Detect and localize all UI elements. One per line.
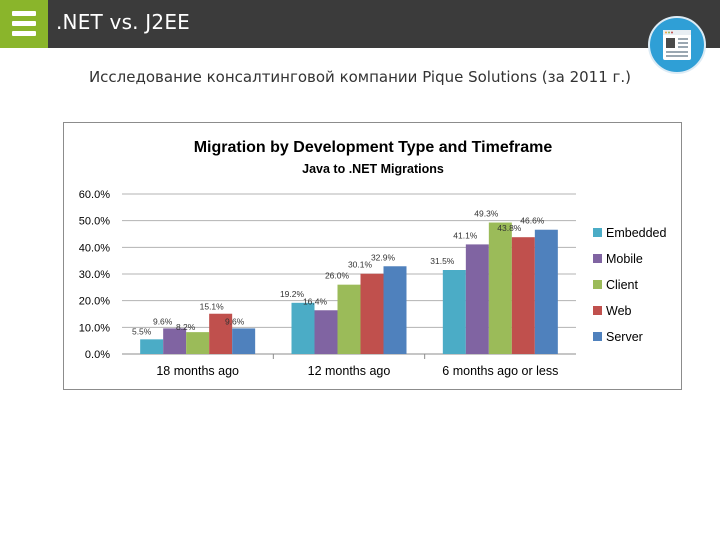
data-label: 32.9% (371, 252, 396, 262)
y-tick-label: 10.0% (79, 322, 110, 334)
chart-subtitle: Java to .NET Migrations (302, 162, 444, 176)
hamburger-menu-icon (12, 11, 36, 16)
legend-swatch (593, 254, 602, 263)
document-icon (663, 30, 691, 60)
bar-server (232, 328, 256, 354)
bar-embedded (442, 270, 466, 354)
legend-swatch (593, 280, 602, 289)
bar-server (383, 266, 407, 354)
bar-embedded (140, 339, 164, 354)
data-label: 46.6% (520, 216, 545, 226)
data-label: 41.1% (453, 230, 478, 240)
top-bar (0, 0, 720, 48)
data-label: 16.4% (303, 296, 328, 306)
x-category-label: 6 months ago or less (442, 364, 558, 378)
legend-label: Embedded (606, 226, 667, 240)
legend-label: Web (606, 304, 632, 318)
menu-button[interactable] (0, 0, 48, 48)
y-tick-label: 30.0% (79, 269, 110, 281)
data-label: 19.2% (280, 289, 305, 299)
legend-swatch (593, 228, 602, 237)
chart-title: Migration by Development Type and Timefr… (194, 139, 553, 156)
bar-server (534, 229, 558, 354)
migration-chart: Migration by Development Type and Timefr… (79, 139, 667, 378)
data-label: 30.1% (348, 260, 373, 270)
data-label: 15.1% (200, 302, 225, 312)
data-label: 49.3% (474, 209, 499, 219)
y-tick-label: 50.0% (79, 216, 110, 228)
x-category-label: 12 months ago (308, 364, 391, 378)
bar-web (360, 273, 384, 354)
y-tick-label: 40.0% (79, 242, 110, 254)
legend-label: Mobile (606, 252, 643, 266)
bar-web (209, 313, 233, 354)
x-category-label: 18 months ago (156, 364, 239, 378)
bar-client (186, 332, 210, 354)
bar-mobile (314, 310, 338, 354)
subtitle: Исследование консалтинговой компании Piq… (88, 68, 632, 86)
data-label: 31.5% (430, 256, 455, 266)
data-label: 8.2% (176, 322, 196, 332)
y-tick-label: 0.0% (85, 349, 110, 361)
legend-label: Server (606, 330, 643, 344)
hamburger-menu-icon-line (12, 31, 36, 36)
data-label: 5.5% (132, 326, 152, 336)
data-label: 9.6% (225, 316, 245, 326)
legend-swatch (593, 306, 602, 315)
bar-mobile (465, 244, 489, 354)
bar-client (337, 284, 361, 354)
data-label: 26.0% (325, 271, 350, 281)
bar-embedded (291, 302, 315, 354)
document-badge (648, 16, 706, 74)
y-tick-label: 60.0% (79, 189, 110, 201)
legend-label: Client (606, 278, 638, 292)
legend-swatch (593, 332, 602, 341)
y-tick-label: 20.0% (79, 296, 110, 308)
bar-mobile (163, 328, 187, 354)
hamburger-menu-icon-line (12, 21, 36, 26)
data-label: 43.8% (497, 223, 522, 233)
data-label: 9.6% (153, 316, 173, 326)
bar-client (488, 222, 512, 354)
slide-title: .NET vs. J2EE (56, 10, 190, 34)
bar-web (511, 237, 535, 354)
